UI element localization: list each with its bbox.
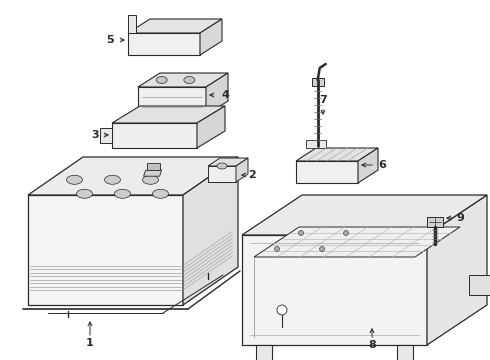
Ellipse shape xyxy=(152,189,169,198)
Polygon shape xyxy=(397,345,413,360)
Text: 7: 7 xyxy=(319,95,327,105)
Circle shape xyxy=(277,305,287,315)
Polygon shape xyxy=(256,345,272,360)
Polygon shape xyxy=(183,157,238,305)
Polygon shape xyxy=(112,106,225,123)
Polygon shape xyxy=(128,19,222,33)
Polygon shape xyxy=(358,148,378,183)
Ellipse shape xyxy=(184,77,195,84)
Text: 2: 2 xyxy=(248,170,256,180)
Circle shape xyxy=(298,230,303,235)
Polygon shape xyxy=(112,123,197,148)
Polygon shape xyxy=(138,87,206,115)
Ellipse shape xyxy=(143,175,158,184)
Polygon shape xyxy=(306,140,326,148)
Polygon shape xyxy=(147,163,160,170)
Circle shape xyxy=(343,230,348,235)
Polygon shape xyxy=(200,19,222,55)
Polygon shape xyxy=(427,217,443,227)
Ellipse shape xyxy=(115,189,130,198)
Polygon shape xyxy=(128,33,200,55)
Polygon shape xyxy=(208,158,248,166)
Text: 1: 1 xyxy=(86,338,94,348)
Polygon shape xyxy=(296,161,358,183)
Polygon shape xyxy=(206,73,228,115)
Polygon shape xyxy=(138,73,228,87)
Text: 5: 5 xyxy=(106,35,114,45)
Circle shape xyxy=(319,247,324,252)
Polygon shape xyxy=(236,158,248,182)
Polygon shape xyxy=(128,15,136,33)
Polygon shape xyxy=(242,195,487,235)
Polygon shape xyxy=(100,128,112,143)
Polygon shape xyxy=(312,78,324,86)
Polygon shape xyxy=(296,148,378,161)
Ellipse shape xyxy=(156,77,167,84)
Polygon shape xyxy=(28,195,183,305)
Ellipse shape xyxy=(76,189,93,198)
Circle shape xyxy=(274,247,279,252)
Text: 8: 8 xyxy=(368,340,376,350)
Ellipse shape xyxy=(104,175,121,184)
Text: 3: 3 xyxy=(91,130,99,140)
Ellipse shape xyxy=(67,175,82,184)
Polygon shape xyxy=(197,106,225,148)
Polygon shape xyxy=(469,275,490,295)
Text: 4: 4 xyxy=(221,90,229,100)
Polygon shape xyxy=(254,227,460,257)
Polygon shape xyxy=(427,195,487,345)
Text: 9: 9 xyxy=(456,213,464,223)
Text: 6: 6 xyxy=(378,160,386,170)
Polygon shape xyxy=(28,157,238,195)
Polygon shape xyxy=(144,170,162,176)
Ellipse shape xyxy=(217,163,227,169)
Polygon shape xyxy=(242,235,427,345)
Polygon shape xyxy=(208,166,236,182)
